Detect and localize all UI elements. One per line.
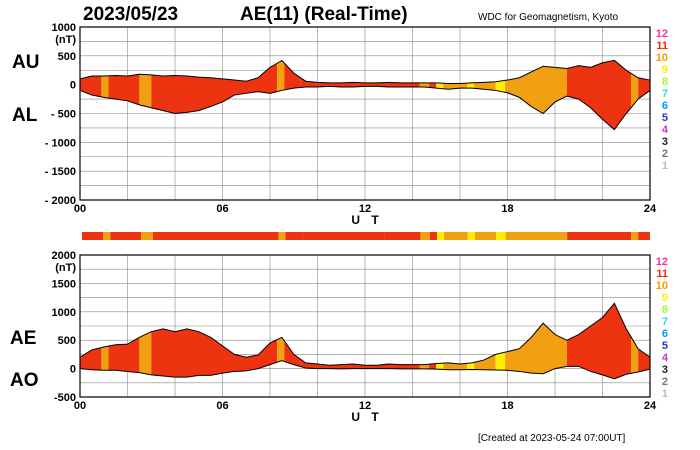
ae-ao-legend-level: 6 [662, 328, 668, 340]
ae-ao-ytick-label: 1500 [52, 278, 76, 290]
au-al-legend-level: 12 [656, 28, 668, 40]
ae-ao-xaxis-title: U T [351, 410, 382, 424]
au-al-ytick-label: 0 [70, 80, 76, 92]
activity-bar-segment [429, 232, 437, 240]
ae-ao-ytick-label: 0 [70, 364, 76, 376]
au-al-xtick-label: 00 [74, 203, 86, 215]
au-al-legend-level: 10 [656, 52, 668, 64]
ae-ao-yunit-label: (nT) [55, 262, 76, 274]
au-al-legend-level: 11 [656, 40, 668, 52]
au-al-ytick-label: - 1000 [45, 137, 76, 149]
ae-ao-ytick-label: 500 [58, 335, 76, 347]
ae-ao-legend-level: 3 [662, 364, 668, 376]
au-al-xaxis-title: U T [351, 213, 382, 227]
au-al-legend-level: 9 [662, 64, 668, 76]
au-label: AU [12, 52, 40, 73]
ae-ao-xtick-label: 12 [359, 400, 371, 412]
au-al-yunit-label: (nT) [55, 34, 76, 46]
au-al-ytick-label: - 500 [51, 109, 76, 121]
au-al-fill-band [101, 60, 109, 130]
au-al-legend-level: 7 [662, 88, 668, 100]
ae-ao-ytick-label: 2000 [52, 250, 76, 262]
activity-bar-segment [631, 232, 639, 240]
ae-ao-legend-level: 7 [662, 316, 668, 328]
activity-bar-segment [444, 232, 468, 240]
au-al-xtick-label: 12 [359, 203, 371, 215]
au-al-xtick-label: 24 [644, 203, 657, 215]
ae-ao-xtick-label: 00 [74, 400, 86, 412]
au-al-frame [79, 26, 651, 201]
activity-bar-segment [302, 232, 385, 240]
au-al-ytick-label: - 1500 [45, 166, 76, 178]
au-al-legend-level: 2 [662, 148, 668, 160]
series-line-ae [79, 302, 651, 366]
activity-bar-segment [110, 232, 142, 240]
au-al-ytick-label: 500 [58, 51, 76, 63]
data-source: WDC for Geomagnetism, Kyoto [478, 12, 619, 23]
au-al-legend-level: 6 [662, 100, 668, 112]
ae-ao-legend-level: 2 [662, 376, 668, 388]
ae-ao-xtick-label: 18 [501, 400, 513, 412]
activity-bar-segment [505, 232, 568, 240]
activity-bar-segment [474, 232, 497, 240]
activity-bar-segment [153, 232, 279, 240]
activity-bar-segment [437, 232, 445, 240]
ae-ao-xtick-label: 06 [216, 400, 228, 412]
ae-ao-fill-band [139, 303, 152, 379]
au-al-legend-level: 8 [662, 76, 668, 88]
au-al-xtick-label: 06 [216, 203, 228, 215]
ae-ao-legend-level: 10 [656, 280, 668, 292]
au-al-legend-level: 3 [662, 136, 668, 148]
ae-ao-legend-level: 5 [662, 340, 668, 352]
ae-ao-fill-band [277, 303, 285, 379]
activity-bar-segment [496, 232, 506, 240]
series-line-ao [79, 360, 651, 380]
activity-bar-segment [638, 232, 650, 240]
activity-bar-segment [467, 232, 475, 240]
ae-ao-ytick-label: 1000 [52, 307, 76, 319]
activity-bar-segment [103, 232, 111, 240]
chart-title: AE(11) (Real-Time) [240, 4, 408, 25]
created-timestamp: [Created at 2023-05-24 07:00UT] [478, 433, 626, 444]
activity-bar-segment [285, 232, 303, 240]
ae-ao-legend-level: 9 [662, 292, 668, 304]
activity-bar-segment [278, 232, 286, 240]
al-label: AL [12, 105, 38, 126]
au-al-legend-level: 4 [662, 124, 669, 136]
series-line-au [79, 59, 651, 85]
au-al-legend-level: 5 [662, 112, 668, 124]
au-al-fill-band [139, 60, 152, 130]
au-al-ytick-label: 1000 [52, 22, 76, 34]
ae-ao-legend-level: 1 [662, 388, 668, 400]
ae-ao-legend-level: 12 [656, 256, 668, 268]
ao-label: AO [10, 370, 39, 391]
ae-ao-legend-level: 8 [662, 304, 668, 316]
activity-bar-segment [420, 232, 430, 240]
au-al-ytick-label: - 2000 [45, 195, 76, 207]
ae-ao-frame [79, 254, 651, 398]
series-line-al [79, 85, 651, 131]
au-al-fill-band [631, 60, 639, 130]
ae-ao-legend-level: 11 [656, 268, 668, 280]
chart-date: 2023/05/23 [83, 4, 179, 25]
au-al-legend-level: 1 [662, 160, 668, 172]
activity-bar-segment [384, 232, 421, 240]
ae-ao-ytick-label: -500 [54, 392, 76, 404]
activity-bar-segment [82, 232, 104, 240]
ae-ao-legend-level: 4 [662, 352, 669, 364]
ae-label: AE [10, 328, 37, 349]
activity-bar-segment [141, 232, 153, 240]
ae-ao-xtick-label: 24 [644, 400, 657, 412]
au-al-xtick-label: 18 [501, 203, 513, 215]
activity-bar-segment [567, 232, 632, 240]
